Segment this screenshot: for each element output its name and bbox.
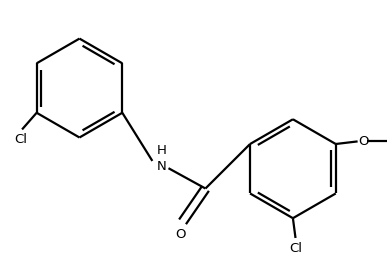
Text: Cl: Cl <box>289 242 302 255</box>
Text: O: O <box>175 228 186 241</box>
Text: O: O <box>358 135 369 148</box>
Text: H: H <box>157 144 167 157</box>
Text: N: N <box>157 160 166 173</box>
Text: Cl: Cl <box>14 133 27 146</box>
